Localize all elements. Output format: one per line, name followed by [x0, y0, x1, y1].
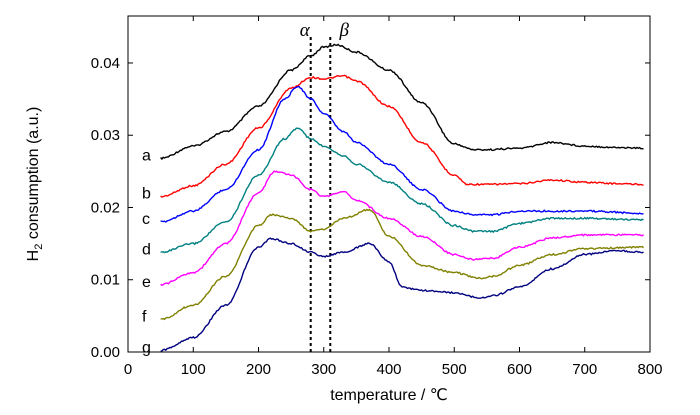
y-tick-label: 0.02 — [91, 199, 120, 216]
x-tick-label: 300 — [311, 361, 336, 378]
x-tick-label: 100 — [181, 361, 206, 378]
series-label-g: g — [142, 340, 151, 357]
reference-line-label: α — [300, 20, 311, 41]
series-label-d: d — [142, 241, 151, 258]
y-tick-label: 0.01 — [91, 272, 120, 289]
series-line-g — [160, 237, 644, 352]
series-line-a — [160, 43, 644, 161]
series-line-c — [160, 85, 644, 223]
y-tick-label: 0.04 — [91, 55, 120, 72]
series-line-e — [160, 170, 644, 287]
series-line-b — [160, 74, 644, 198]
y-tick-label: 0.03 — [91, 127, 120, 144]
series-label-a: a — [142, 147, 151, 164]
y-tick-label: 0.00 — [91, 344, 120, 361]
axis-layer: 0 100 200 300 400 500 600 700 800 0.00 0.01 0.02 0.0… — [91, 16, 663, 378]
y-axis-title: H2 consumption (a.u.) — [25, 107, 45, 262]
x-tick-label: 600 — [507, 361, 532, 378]
series-line-f — [160, 208, 645, 321]
series-label-c: c — [142, 211, 150, 228]
y-axis-title-main: H — [25, 250, 42, 262]
x-axis-title: temperature / ℃ — [330, 387, 448, 404]
x-tick-label: 500 — [442, 361, 467, 378]
reference-line-label: β — [339, 20, 350, 41]
x-tick-label: 0 — [124, 361, 132, 378]
x-tick-label: 700 — [572, 361, 597, 378]
series-line-d — [160, 127, 644, 254]
y-axis-title-rest: consumption (a.u.) — [25, 107, 42, 244]
plot-frame — [127, 15, 651, 353]
series-label-f: f — [142, 308, 147, 325]
x-tick-label: 200 — [246, 361, 271, 378]
series-label-b: b — [142, 186, 151, 203]
y-axis-title-subscript: 2 — [33, 244, 45, 250]
series-label-e: e — [142, 274, 151, 291]
x-tick-label: 800 — [637, 361, 662, 378]
x-tick-label: 400 — [376, 361, 401, 378]
